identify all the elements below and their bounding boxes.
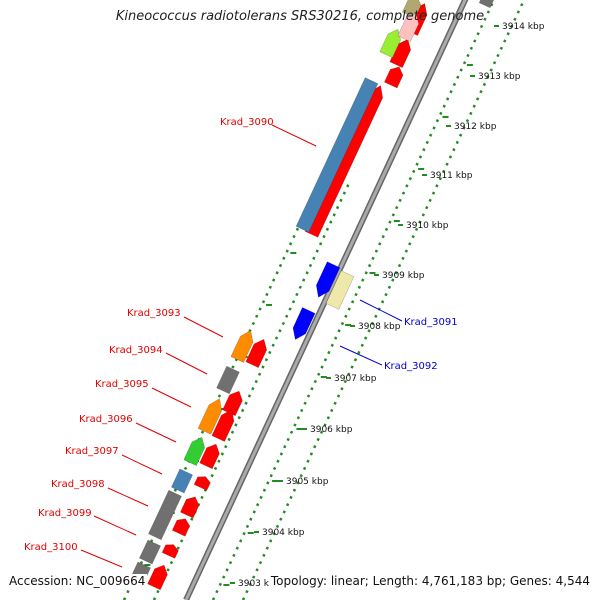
tick-label: 3909 kbp: [382, 271, 425, 281]
gene-label: Krad_3093: [127, 308, 181, 319]
scale-ticks: 3914 kbp 3913 kbp 3912 kbp 3911 kbp 3910 kbp…: [144, 22, 545, 589]
dotted-guide: [241, 0, 526, 600]
tick-label: 3914 kbp: [502, 22, 545, 32]
cds-arrow: [171, 518, 191, 537]
gene-label: Krad_3094: [109, 345, 163, 356]
label-leader-line: [135, 422, 177, 443]
label-leader-line: [339, 345, 383, 366]
dotted-guide: [122, 180, 322, 600]
tick-label: 3906 kbp: [310, 425, 353, 435]
label-leader-line: [359, 299, 403, 322]
label-leader-line: [165, 352, 208, 375]
label-leader-line: [151, 387, 192, 408]
feature-arrow: [325, 270, 355, 310]
feature-arrow: [197, 398, 223, 435]
dotted-guides: [122, 0, 526, 600]
dotted-guide: [152, 180, 352, 600]
feature-arrow: [171, 468, 193, 494]
gene-label: Krad_3096: [79, 414, 133, 425]
gene-label: Krad_3097: [65, 446, 119, 457]
tick-label: 3912 kbp: [454, 122, 497, 132]
gene-label: Krad_3099: [38, 508, 92, 519]
cds-arrow: [199, 443, 220, 470]
tick-label: 3908 kbp: [358, 322, 401, 332]
gene-labels: Krad_3090 Krad_3091 Krad_3092 Krad_3093 Krad…: [24, 117, 458, 568]
feature-arrow: [148, 489, 182, 541]
tick-label: 3907 kbp: [334, 374, 377, 384]
label-leader-line: [80, 549, 123, 568]
tick-label: 3911 kbp: [430, 171, 473, 181]
gene-label: Krad_3098: [51, 479, 105, 490]
cds-arrow: [245, 338, 268, 368]
feature-arrow: [230, 330, 254, 363]
cds-arrow: [397, 12, 420, 42]
genome-summary: Topology: linear; Length: 4,761,183 bp; …: [268, 574, 592, 588]
label-leader-line: [93, 515, 137, 536]
cds-arrow: [211, 409, 235, 442]
tick-label: 3913 kbp: [478, 72, 521, 82]
tick-label: 3905 kbp: [286, 477, 329, 487]
label-leader-line: [183, 316, 224, 338]
accession-text: Accession: NC_009664: [7, 574, 148, 588]
gene-label: Krad_3100: [24, 542, 78, 553]
gene-label: Krad_3090: [220, 117, 274, 128]
reverse-gene-arrow: [315, 261, 341, 298]
genome-backbone: [183, 0, 469, 600]
label-leader-line: [271, 124, 317, 147]
feature-arrow: [478, 0, 495, 9]
feature-arrow: [139, 539, 161, 565]
tick-label: 3904 kbp: [262, 528, 305, 538]
feature-arrow: [295, 77, 379, 233]
backbone-highlight: [184, 0, 467, 600]
gene-label: Krad_3095: [95, 379, 149, 390]
gene-label: Krad_3092: [384, 361, 438, 372]
feature-arrow: [216, 365, 240, 395]
tick-label: 3910 kbp: [406, 221, 449, 231]
cds-arrow: [384, 66, 404, 89]
feature-arrow: [183, 436, 206, 466]
genome-title: Kineococcus radiotolerans SRS30216, comp…: [115, 9, 485, 24]
gene-features: [129, 0, 495, 591]
tick-label: 3903 kbp: [238, 579, 281, 589]
cds-arrow: [222, 390, 243, 417]
cds-arrow: [193, 476, 211, 491]
cds-arrow: [180, 496, 200, 519]
label-leader-line: [107, 487, 149, 507]
label-leader-line: [121, 454, 163, 475]
reverse-gene-arrow: [292, 307, 316, 340]
gene-label: Krad_3091: [404, 317, 458, 328]
cds-arrow: [147, 564, 168, 591]
cds-arrow: [161, 544, 179, 559]
